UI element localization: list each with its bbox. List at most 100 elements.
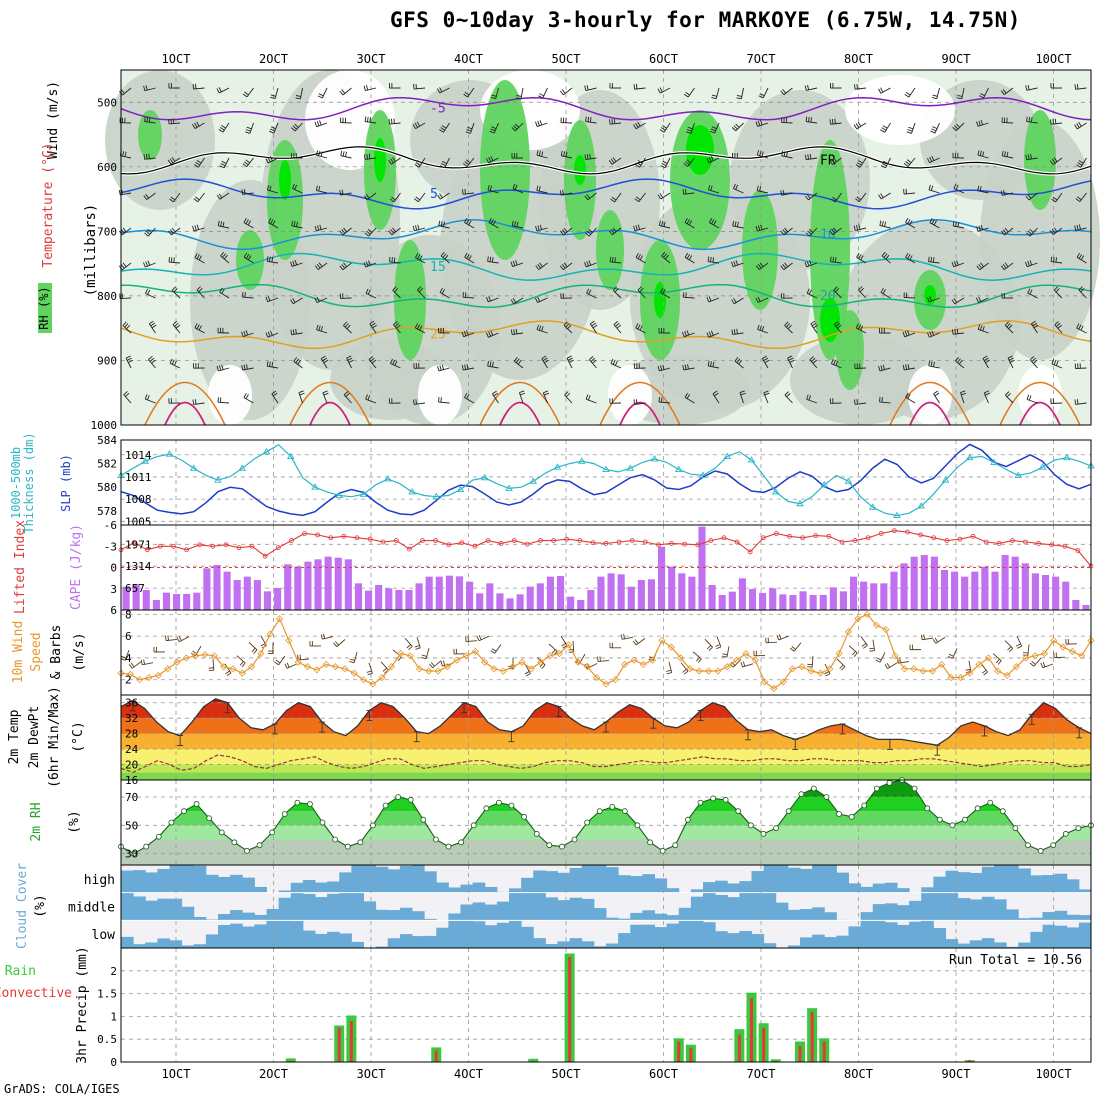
slp-series-line xyxy=(120,443,1092,517)
wind-barb-flag xyxy=(517,360,522,365)
wind-barb-flag xyxy=(365,288,369,294)
wind-barb-flag xyxy=(290,261,293,267)
wind-barb-flag xyxy=(415,162,421,166)
wind-barb-flag xyxy=(464,364,467,370)
wind-barb-staff xyxy=(610,122,622,125)
wind-barb-staff xyxy=(806,121,818,124)
wind-barb-flag xyxy=(955,356,959,362)
cloud-bar xyxy=(181,865,195,893)
wind-barb-staff xyxy=(809,359,818,369)
wind-barb-staff xyxy=(1028,192,1038,201)
cape-bar xyxy=(1031,573,1039,610)
wind-barb-staff xyxy=(1055,192,1063,203)
freezing-level-line xyxy=(120,146,1092,175)
wind-barb-staff xyxy=(268,222,279,229)
wind10-speed-point xyxy=(649,656,657,664)
lifted-index-point xyxy=(721,535,727,541)
wind-barb-flag xyxy=(491,94,497,97)
wind-barb-flag xyxy=(976,226,979,232)
cloud-bar xyxy=(800,909,813,921)
wind-barb-flag xyxy=(223,254,228,260)
wind-barb-staff xyxy=(478,635,490,642)
wind-barb-staff xyxy=(660,292,671,299)
wind-barb-flag xyxy=(320,355,326,360)
cape-bar xyxy=(183,594,191,610)
cloud-bar xyxy=(509,888,522,893)
wind-barb-flag xyxy=(956,260,959,266)
wind10-speed-point xyxy=(677,654,685,662)
wind-barb-flag xyxy=(416,121,421,127)
wind-barb-flag xyxy=(787,355,793,359)
wind-barb-flag xyxy=(829,230,834,235)
wind-barb-flag xyxy=(342,151,345,157)
wind-barb-staff xyxy=(935,637,946,644)
precip-tick-label: 2 xyxy=(110,965,117,978)
wind-barb-flag xyxy=(490,128,496,132)
wind-barb-staff xyxy=(1004,325,1014,334)
wind-barb-flag xyxy=(682,189,685,195)
wind-barb-flag xyxy=(466,219,470,224)
cape-bar xyxy=(637,580,645,610)
wind-barb-flag xyxy=(439,193,443,199)
wind-barb-flag xyxy=(787,324,792,330)
rh-saturated-area xyxy=(924,285,936,305)
cloud-bar xyxy=(969,899,983,921)
wind-barb-staff xyxy=(193,402,205,405)
wind-barb-flag xyxy=(314,265,319,270)
wind-barb-flag xyxy=(539,120,543,126)
wind-barb-staff xyxy=(761,358,769,369)
wind-barb-flag xyxy=(367,289,371,295)
precip-label-a: Total / Rain xyxy=(0,964,36,979)
wind-barb-flag xyxy=(489,256,492,262)
wind-barb-staff xyxy=(236,655,246,664)
wind-barb-flag xyxy=(491,648,497,652)
wind-barb-flag xyxy=(1030,117,1033,123)
wind-barb-flag xyxy=(245,159,251,164)
wind-barb-flag xyxy=(510,329,513,335)
wind-barb-staff xyxy=(1078,289,1087,299)
wind-barb-flag xyxy=(296,221,298,227)
wind-barb-flag xyxy=(980,262,984,268)
wind-barb-flag xyxy=(363,195,368,201)
temp-label-d: (°C) xyxy=(71,721,86,752)
wind-barb-staff xyxy=(273,122,279,134)
wind-barb-flag xyxy=(829,119,832,125)
wind10-speed-point xyxy=(583,663,591,671)
wind-barb-flag xyxy=(466,254,470,259)
cloud-bar xyxy=(351,865,364,893)
wind-barb-flag xyxy=(242,163,248,168)
wind-barb-staff xyxy=(365,292,377,299)
wind-barb-staff xyxy=(585,121,597,124)
wind-barb-flag xyxy=(1053,359,1057,365)
wind-barb-flag xyxy=(841,666,846,671)
wind-barb-staff xyxy=(639,157,646,168)
wind-barb-staff xyxy=(928,365,940,369)
wind-barb-staff xyxy=(659,401,671,404)
wind10-speed-point xyxy=(910,665,918,673)
wind-barb-flag xyxy=(143,154,146,160)
wind-barb-staff xyxy=(144,87,156,92)
wind-barb-flag xyxy=(738,359,743,365)
precip-tick-label: 1.5 xyxy=(97,988,117,1001)
precip-conv-bar xyxy=(822,1041,826,1062)
wind-barb-staff xyxy=(859,157,867,168)
cape-bar xyxy=(1011,556,1019,610)
wind-barb-staff xyxy=(122,262,132,271)
cloud-bar xyxy=(824,937,837,948)
wind-barb-flag xyxy=(833,157,837,162)
cloud-bar xyxy=(1066,914,1080,921)
wind-barb-staff xyxy=(1076,327,1087,334)
wind-barb-flag xyxy=(295,358,300,364)
wind-barb-flag xyxy=(418,288,424,293)
wind-barb-staff xyxy=(197,192,205,203)
wind-barb-flag xyxy=(144,394,148,400)
lifted-index-point xyxy=(1062,543,1068,549)
cloud-bar xyxy=(351,892,364,921)
wind-barb-flag xyxy=(904,331,908,337)
wind-barb-flag xyxy=(366,85,369,91)
wind-barb-flag xyxy=(196,254,200,260)
wind-barb-flag xyxy=(463,331,467,337)
cape-bar xyxy=(142,590,150,610)
wind-barb-flag xyxy=(1003,189,1006,196)
wind-barb-flag xyxy=(269,185,272,191)
